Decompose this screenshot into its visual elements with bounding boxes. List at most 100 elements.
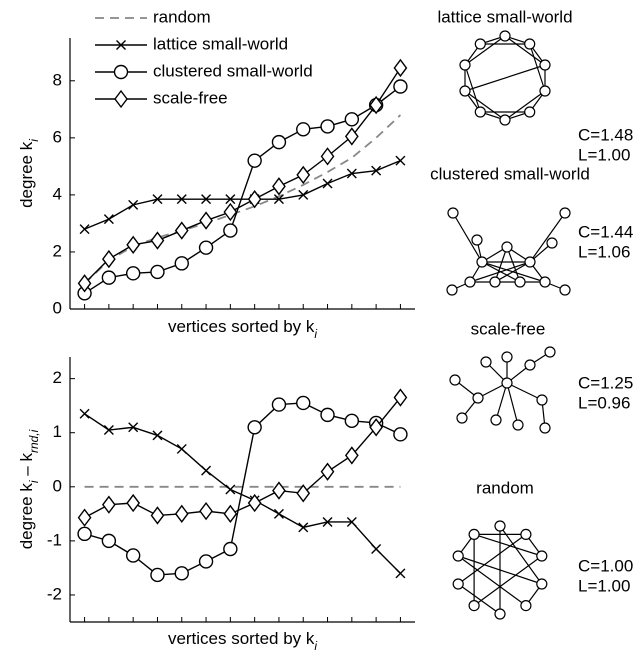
- marker-circle: [223, 541, 238, 557]
- marker-stroke: [225, 484, 236, 495]
- marker-circle: [150, 264, 165, 280]
- y-tick-label: 8: [53, 70, 62, 89]
- marker-circle: [125, 266, 141, 281]
- node: [546, 237, 558, 249]
- legend-label: lattice small-world: [153, 34, 288, 53]
- edge: [464, 64, 546, 92]
- marker-x: [201, 194, 212, 205]
- y-tick-label: 2: [53, 241, 62, 260]
- y-tick-label: 0: [53, 476, 62, 495]
- marker-stroke: [322, 178, 333, 189]
- marker-x: [79, 408, 90, 419]
- node: [524, 38, 536, 50]
- marker-stroke: [346, 516, 357, 527]
- marker-circle: [198, 240, 214, 255]
- marker-diamond: [247, 190, 262, 209]
- marker-circle: [393, 79, 408, 94]
- y-tick-label: 6: [53, 127, 62, 146]
- edge: [457, 555, 527, 607]
- marker-circle: [271, 134, 287, 150]
- marker-x: [322, 178, 333, 189]
- label-text: vertices sorted by k: [168, 317, 315, 336]
- marker-stroke: [346, 168, 357, 179]
- marker-stroke: [201, 194, 212, 205]
- marker-diamond: [393, 58, 408, 78]
- legend-label: scale-free: [153, 88, 228, 107]
- marker-stroke: [298, 522, 309, 533]
- marker-diamond: [174, 221, 189, 240]
- marker-circle: [150, 567, 165, 583]
- network-c: C=1.48: [578, 125, 633, 144]
- marker-x: [79, 224, 90, 235]
- marker-stroke: [152, 194, 163, 205]
- marker-diamond: [272, 481, 286, 500]
- node: [501, 351, 513, 363]
- marker-circle: [320, 407, 335, 423]
- marker-diamond: [272, 177, 286, 196]
- node: [501, 377, 513, 389]
- network-lattice: [459, 30, 551, 126]
- node: [499, 114, 511, 126]
- label-text: degree k: [17, 483, 36, 550]
- y-tick-label: 4: [53, 184, 62, 203]
- node: [474, 106, 486, 118]
- node: [536, 550, 548, 562]
- node: [512, 419, 524, 431]
- marker-stroke: [79, 408, 90, 419]
- marker-diamond: [150, 231, 165, 250]
- node: [494, 608, 506, 620]
- node: [544, 346, 556, 358]
- marker-diamond: [296, 484, 311, 503]
- marker-circle: [125, 548, 141, 563]
- network-c: C=1.00: [578, 556, 633, 575]
- network-c: C=1.44: [578, 222, 633, 241]
- marker-x: [176, 443, 187, 454]
- y-tick-label: 0: [53, 298, 62, 317]
- node: [468, 599, 480, 612]
- label-subscript: i: [314, 327, 317, 341]
- edge: [481, 261, 546, 283]
- marker-stroke: [176, 194, 187, 205]
- node: [489, 276, 501, 288]
- node: [471, 234, 483, 246]
- edge: [473, 533, 542, 557]
- label-subscript: rnd,i: [27, 429, 41, 453]
- marker-x: [116, 40, 126, 50]
- marker-circle: [247, 420, 262, 435]
- axis-label: vertices sorted by ki: [168, 317, 317, 341]
- node: [499, 30, 511, 42]
- network-random: [452, 520, 548, 620]
- node: [536, 394, 548, 406]
- node: [514, 276, 526, 288]
- marker-x: [346, 168, 357, 179]
- marker-x: [176, 194, 187, 205]
- marker-diamond: [77, 508, 92, 527]
- edge: [506, 382, 519, 426]
- node: [536, 578, 548, 590]
- node: [559, 207, 571, 219]
- node: [464, 276, 476, 288]
- marker-stroke: [395, 155, 406, 166]
- marker-diamond: [369, 95, 384, 115]
- marker-stroke: [322, 516, 333, 527]
- marker-circle: [296, 395, 311, 411]
- node: [559, 284, 571, 296]
- node: [446, 284, 458, 296]
- series-line: [84, 413, 401, 574]
- marker-diamond: [114, 89, 128, 109]
- marker-stroke: [103, 425, 114, 436]
- marker-circle: [101, 533, 117, 549]
- y-tick-label: -1: [47, 530, 62, 549]
- label-subscript: i: [27, 139, 41, 142]
- marker-diamond: [77, 274, 92, 293]
- marker-x: [201, 465, 212, 476]
- node: [472, 392, 484, 404]
- node: [474, 38, 486, 50]
- series-line: [84, 160, 401, 230]
- marker-stroke: [371, 165, 382, 176]
- edge: [473, 555, 543, 607]
- node: [476, 256, 488, 268]
- node: [452, 578, 464, 590]
- marker-diamond: [199, 211, 213, 230]
